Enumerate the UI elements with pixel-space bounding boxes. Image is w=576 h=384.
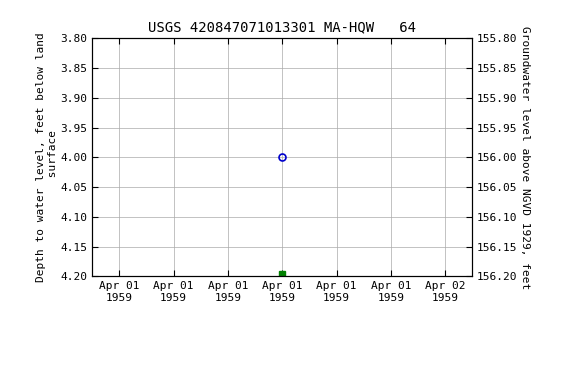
- Y-axis label: Groundwater level above NGVD 1929, feet: Groundwater level above NGVD 1929, feet: [521, 26, 530, 289]
- Title: USGS 420847071013301 MA-HQW   64: USGS 420847071013301 MA-HQW 64: [148, 20, 416, 35]
- Y-axis label: Depth to water level, feet below land
 surface: Depth to water level, feet below land su…: [36, 33, 58, 282]
